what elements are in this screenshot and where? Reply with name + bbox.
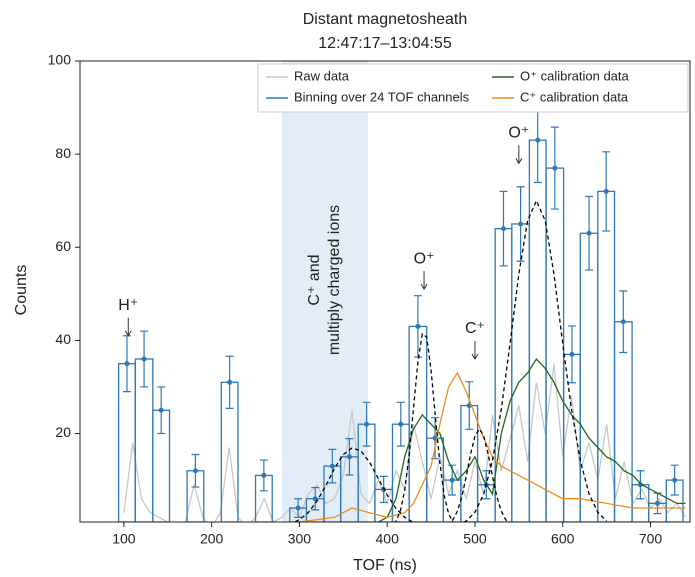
data-line (378, 357, 686, 522)
x-tick-label: 700 (639, 531, 663, 547)
y-axis-label: Counts (13, 265, 30, 316)
fit-curve (449, 427, 510, 522)
bin-point (415, 323, 421, 329)
bin-point (586, 230, 592, 236)
annotation-arrow (471, 341, 479, 360)
legend-label: Binning over 24 TOF channels (294, 89, 470, 104)
bin-point (672, 477, 678, 483)
fit-curve (293, 447, 415, 522)
annotation-text: O⁺ (414, 250, 435, 267)
bin-point (655, 500, 661, 506)
bin-point (312, 496, 318, 502)
fit-curve (393, 332, 455, 522)
legend-label: O⁺ calibration data (520, 68, 630, 83)
plot-area (117, 61, 687, 522)
legend-label: C⁺ calibration data (520, 89, 629, 104)
histogram-bar (494, 227, 513, 522)
chart-title: Distant magnetosheath (303, 11, 468, 28)
region-label: multiply charged ions (326, 205, 343, 355)
bin-point (518, 221, 524, 227)
overlay: C⁺ and multiply charged ions 100 200 300 400 5… (48, 52, 691, 547)
bin-point (261, 472, 267, 478)
y-tick-label: 80 (55, 145, 71, 161)
y-tick-label: 40 (55, 331, 71, 347)
bin-point (124, 361, 130, 367)
bin-point (295, 505, 301, 511)
annotation-text: H⁺ (118, 297, 138, 314)
legend-label: Raw data (294, 68, 350, 83)
bin-point (329, 463, 335, 469)
bin-point (346, 454, 352, 460)
bin-point (535, 137, 541, 143)
fit-curve (462, 199, 608, 522)
annotation-text: C⁺ (465, 320, 485, 337)
x-axis-label: TOF (ns) (353, 557, 417, 574)
annotation-arrow (515, 145, 523, 165)
shaded-region (281, 61, 368, 522)
data-line (299, 371, 686, 522)
bin-point (620, 319, 626, 325)
x-tick-label: 100 (112, 531, 136, 547)
histogram-bar (579, 232, 599, 522)
axes-frame (79, 60, 691, 523)
chart-subtitle: 12:47:17–13:04:55 (318, 35, 452, 52)
x-tick-label: 200 (200, 531, 224, 547)
y-tick-label: 100 (48, 52, 72, 68)
bin-point (603, 188, 609, 194)
annotation-arrow (124, 317, 132, 337)
bin-point (227, 379, 233, 385)
bin-point (141, 356, 147, 362)
y-tick-label: 20 (55, 424, 71, 440)
x-tick-label: 300 (288, 531, 312, 547)
x-tick-label: 400 (376, 531, 400, 547)
bin-point (552, 165, 558, 171)
annotation-arrow (420, 271, 428, 291)
x-tick-label: 500 (463, 531, 487, 547)
histogram-bar (545, 167, 565, 522)
bin-point (192, 468, 198, 474)
histogram-bar (528, 139, 547, 522)
bin-point (364, 421, 370, 427)
bin-point (398, 421, 404, 427)
bin-point (500, 226, 506, 232)
bin-point (158, 407, 164, 413)
bin-point (569, 351, 575, 357)
bin-point (637, 482, 643, 488)
x-tick-label: 600 (551, 531, 575, 547)
bin-point (449, 477, 455, 483)
legend-box (257, 63, 689, 113)
region-label: C⁺ and (306, 254, 323, 305)
annotation-text: O⁺ (508, 125, 529, 142)
y-tick-label: 60 (55, 238, 71, 254)
